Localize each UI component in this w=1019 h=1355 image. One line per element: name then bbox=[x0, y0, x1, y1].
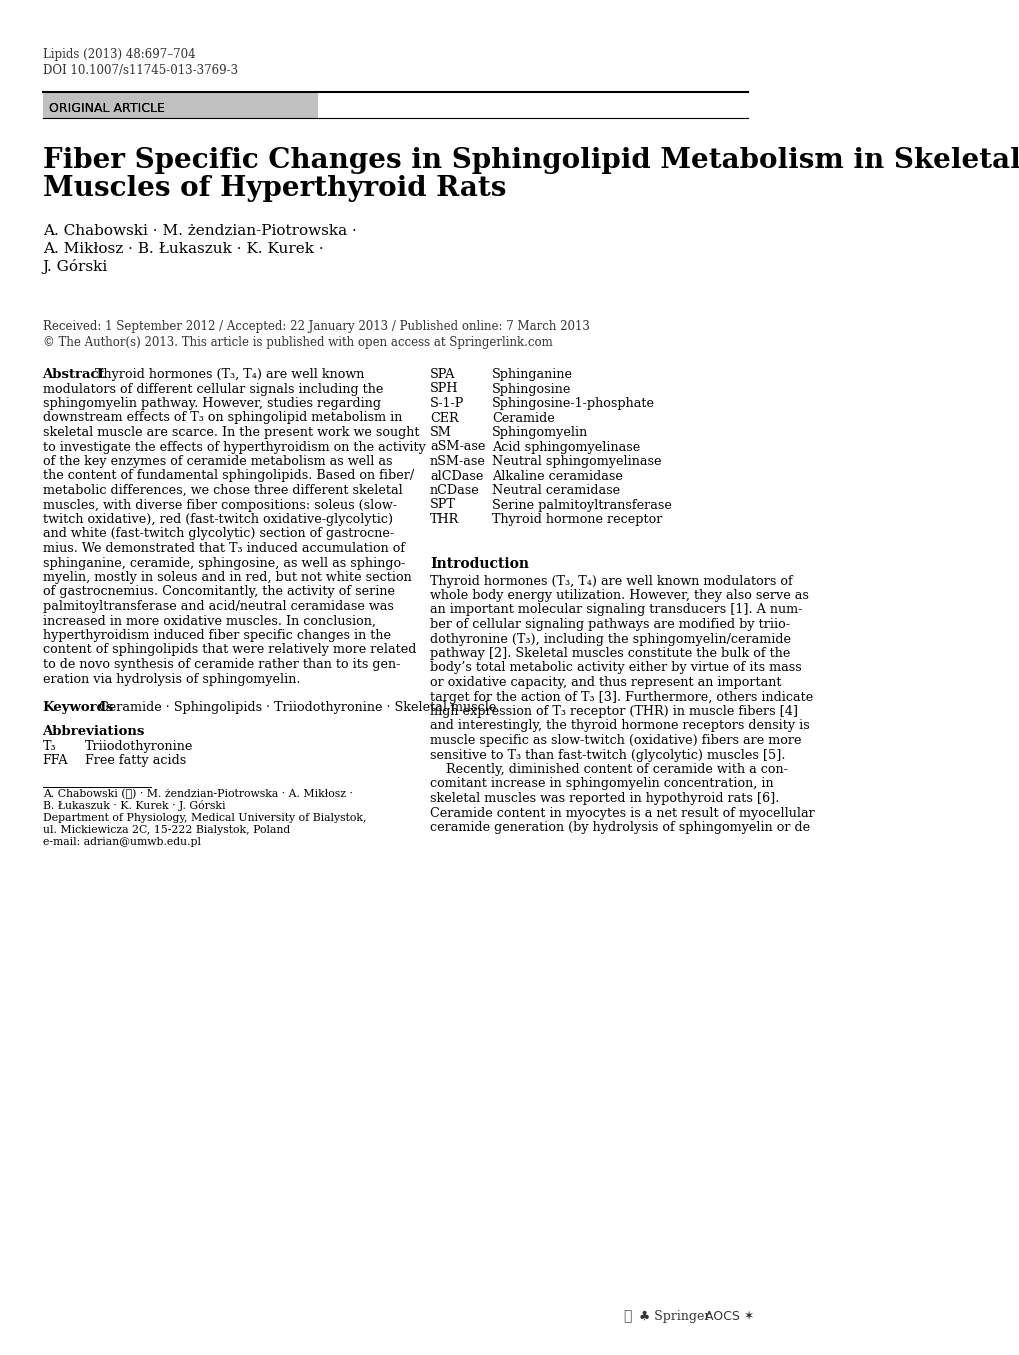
Text: comitant increase in sphingomyelin concentration, in: comitant increase in sphingomyelin conce… bbox=[429, 778, 772, 790]
Text: ORIGINAL ARTICLE: ORIGINAL ARTICLE bbox=[49, 102, 164, 115]
Text: Neutral ceramidase: Neutral ceramidase bbox=[491, 484, 620, 497]
Text: body’s total metabolic activity either by virtue of its mass: body’s total metabolic activity either b… bbox=[429, 661, 801, 675]
Text: and interestingly, the thyroid hormone receptors density is: and interestingly, the thyroid hormone r… bbox=[429, 720, 809, 733]
Text: target for the action of T₃ [3]. Furthermore, others indicate: target for the action of T₃ [3]. Further… bbox=[429, 691, 812, 703]
Text: ORIGINAL ARTICLE: ORIGINAL ARTICLE bbox=[49, 102, 164, 115]
Text: and white (fast-twitch glycolytic) section of gastrocne-: and white (fast-twitch glycolytic) secti… bbox=[43, 527, 393, 541]
Text: Abbreviations: Abbreviations bbox=[43, 725, 145, 738]
Text: SPA: SPA bbox=[429, 369, 454, 381]
Text: Department of Physiology, Medical University of Bialystok,: Department of Physiology, Medical Univer… bbox=[43, 813, 366, 822]
Text: skeletal muscles was reported in hypothyroid rats [6].: skeletal muscles was reported in hypothy… bbox=[429, 793, 779, 805]
Text: T₃: T₃ bbox=[43, 740, 56, 753]
Text: Sphingosine-1-phosphate: Sphingosine-1-phosphate bbox=[491, 397, 654, 411]
Text: Thyroid hormones (T₃, T₄) are well known modulators of: Thyroid hormones (T₃, T₄) are well known… bbox=[429, 575, 792, 588]
Text: Keywords: Keywords bbox=[43, 701, 114, 714]
Text: the content of fundamental sphingolipids. Based on fiber/: the content of fundamental sphingolipids… bbox=[43, 469, 414, 482]
Text: downstream effects of T₃ on sphingolipid metabolism in: downstream effects of T₃ on sphingolipid… bbox=[43, 412, 401, 424]
Text: palmitoyltransferase and acid/neutral ceramidase was: palmitoyltransferase and acid/neutral ce… bbox=[43, 600, 393, 612]
Text: sphinganine, ceramide, sphingosine, as well as sphingo-: sphinganine, ceramide, sphingosine, as w… bbox=[43, 557, 405, 569]
Text: skeletal muscle are scarce. In the present work we sought: skeletal muscle are scarce. In the prese… bbox=[43, 425, 419, 439]
Text: CER: CER bbox=[429, 412, 459, 424]
Text: Acid sphingomyelinase: Acid sphingomyelinase bbox=[491, 440, 640, 454]
Bar bbox=[43, 92, 317, 118]
Text: ul. Mickiewicza 2C, 15-222 Bialystok, Poland: ul. Mickiewicza 2C, 15-222 Bialystok, Po… bbox=[43, 825, 289, 835]
Text: dothyronine (T₃), including the sphingomyelin/ceramide: dothyronine (T₃), including the sphingom… bbox=[429, 633, 790, 645]
Text: of the key enzymes of ceramide metabolism as well as: of the key enzymes of ceramide metabolis… bbox=[43, 455, 391, 467]
Text: Serine palmitoyltransferase: Serine palmitoyltransferase bbox=[491, 499, 672, 511]
Text: DOI 10.1007/s11745-013-3769-3: DOI 10.1007/s11745-013-3769-3 bbox=[43, 64, 237, 77]
Text: to investigate the effects of hyperthyroidism on the activity: to investigate the effects of hyperthyro… bbox=[43, 440, 425, 454]
Text: Thyroid hormone receptor: Thyroid hormone receptor bbox=[491, 514, 661, 526]
Text: Recently, diminished content of ceramide with a con-: Recently, diminished content of ceramide… bbox=[429, 763, 787, 776]
Text: modulators of different cellular signals including the: modulators of different cellular signals… bbox=[43, 382, 382, 396]
Text: of gastrocnemius. Concomitantly, the activity of serine: of gastrocnemius. Concomitantly, the act… bbox=[43, 585, 394, 599]
Text: Triiodothyronine: Triiodothyronine bbox=[86, 740, 194, 753]
Text: SM: SM bbox=[429, 425, 451, 439]
Text: aSM-ase: aSM-ase bbox=[429, 440, 485, 454]
Text: high expression of T₃ receptor (THR) in muscle fibers [4]: high expression of T₃ receptor (THR) in … bbox=[429, 705, 797, 718]
Text: Introduction: Introduction bbox=[429, 557, 529, 570]
Text: an important molecular signaling transducers [1]. A num-: an important molecular signaling transdu… bbox=[429, 603, 802, 617]
Text: or oxidative capacity, and thus represent an important: or oxidative capacity, and thus represen… bbox=[429, 676, 781, 688]
Text: metabolic differences, we chose three different skeletal: metabolic differences, we chose three di… bbox=[43, 484, 401, 497]
Text: content of sphingolipids that were relatively more related: content of sphingolipids that were relat… bbox=[43, 644, 416, 657]
Text: sphingomyelin pathway. However, studies regarding: sphingomyelin pathway. However, studies … bbox=[43, 397, 380, 411]
Text: pathway [2]. Skeletal muscles constitute the bulk of the: pathway [2]. Skeletal muscles constitute… bbox=[429, 646, 790, 660]
Text: B. Łukaszuk · K. Kurek · J. Górski: B. Łukaszuk · K. Kurek · J. Górski bbox=[43, 799, 225, 812]
Text: A. Chabowski (✉) · M. żendzian-Piotrowska · A. Mikłosz ·: A. Chabowski (✉) · M. żendzian-Piotrowsk… bbox=[43, 789, 353, 799]
Text: twitch oxidative), red (fast-twitch oxidative-glycolytic): twitch oxidative), red (fast-twitch oxid… bbox=[43, 514, 392, 526]
Text: SPH: SPH bbox=[429, 382, 458, 396]
Text: whole body energy utilization. However, they also serve as: whole body energy utilization. However, … bbox=[429, 589, 808, 602]
Text: Alkaline ceramidase: Alkaline ceramidase bbox=[491, 469, 623, 482]
Text: muscles, with diverse fiber compositions: soleus (slow-: muscles, with diverse fiber compositions… bbox=[43, 499, 396, 511]
Text: ceramide generation (by hydrolysis of sphingomyelin or de: ceramide generation (by hydrolysis of sp… bbox=[429, 821, 809, 833]
Text: AOCS ✶: AOCS ✶ bbox=[704, 1310, 754, 1322]
Text: Sphingosine: Sphingosine bbox=[491, 382, 571, 396]
Text: ♣ Springer: ♣ Springer bbox=[639, 1310, 710, 1322]
Text: A. Mikłosz · B. Łukaszuk · K. Kurek ·: A. Mikłosz · B. Łukaszuk · K. Kurek · bbox=[43, 243, 323, 256]
Text: © The Author(s) 2013. This article is published with open access at Springerlink: © The Author(s) 2013. This article is pu… bbox=[43, 336, 552, 350]
Text: Lipids (2013) 48:697–704: Lipids (2013) 48:697–704 bbox=[43, 47, 195, 61]
Text: Ceramide content in myocytes is a net result of myocellular: Ceramide content in myocytes is a net re… bbox=[429, 806, 814, 820]
Text: nSM-ase: nSM-ase bbox=[429, 455, 485, 467]
Text: FFA: FFA bbox=[43, 753, 68, 767]
Text: Thyroid hormones (T₃, T₄) are well known: Thyroid hormones (T₃, T₄) are well known bbox=[95, 369, 365, 381]
Text: Free fatty acids: Free fatty acids bbox=[86, 753, 186, 767]
Text: sensitive to T₃ than fast-twitch (glycolytic) muscles [5].: sensitive to T₃ than fast-twitch (glycol… bbox=[429, 748, 785, 762]
Text: SPT: SPT bbox=[429, 499, 455, 511]
Text: J. Górski: J. Górski bbox=[43, 259, 108, 274]
Text: Neutral sphingomyelinase: Neutral sphingomyelinase bbox=[491, 455, 660, 467]
Text: to de novo synthesis of ceramide rather than to its gen-: to de novo synthesis of ceramide rather … bbox=[43, 659, 399, 671]
Text: Sphingomyelin: Sphingomyelin bbox=[491, 425, 588, 439]
Text: increased in more oxidative muscles. In conclusion,: increased in more oxidative muscles. In … bbox=[43, 615, 375, 627]
Text: nCDase: nCDase bbox=[429, 484, 479, 497]
Text: Received: 1 September 2012 / Accepted: 22 January 2013 / Published online: 7 Mar: Received: 1 September 2012 / Accepted: 2… bbox=[43, 320, 589, 333]
Text: Muscles of Hyperthyroid Rats: Muscles of Hyperthyroid Rats bbox=[43, 175, 505, 202]
Text: alCDase: alCDase bbox=[429, 469, 483, 482]
Text: A. Chabowski · M. żendzian-Piotrowska ·: A. Chabowski · M. żendzian-Piotrowska · bbox=[43, 224, 356, 238]
Text: ber of cellular signaling pathways are modified by triio-: ber of cellular signaling pathways are m… bbox=[429, 618, 789, 631]
Text: e-mail: adrian@umwb.edu.pl: e-mail: adrian@umwb.edu.pl bbox=[43, 837, 201, 847]
Text: Ceramide · Sphingolipids · Triiodothyronine · Skeletal muscle: Ceramide · Sphingolipids · Triiodothyron… bbox=[91, 701, 495, 714]
Text: Fiber Specific Changes in Sphingolipid Metabolism in Skeletal: Fiber Specific Changes in Sphingolipid M… bbox=[43, 146, 1019, 173]
Text: eration via hydrolysis of sphingomyelin.: eration via hydrolysis of sphingomyelin. bbox=[43, 672, 300, 686]
Text: mius. We demonstrated that T₃ induced accumulation of: mius. We demonstrated that T₃ induced ac… bbox=[43, 542, 405, 556]
Text: 🍂: 🍂 bbox=[623, 1309, 632, 1322]
Text: hyperthyroidism induced fiber specific changes in the: hyperthyroidism induced fiber specific c… bbox=[43, 629, 390, 642]
Text: Abstract: Abstract bbox=[43, 369, 114, 381]
Text: myelin, mostly in soleus and in red, but not white section: myelin, mostly in soleus and in red, but… bbox=[43, 570, 411, 584]
Text: muscle specific as slow-twitch (oxidative) fibers are more: muscle specific as slow-twitch (oxidativ… bbox=[429, 734, 801, 747]
Text: Ceramide: Ceramide bbox=[491, 412, 554, 424]
Text: THR: THR bbox=[429, 514, 459, 526]
Text: S-1-P: S-1-P bbox=[429, 397, 464, 411]
Text: Sphinganine: Sphinganine bbox=[491, 369, 573, 381]
